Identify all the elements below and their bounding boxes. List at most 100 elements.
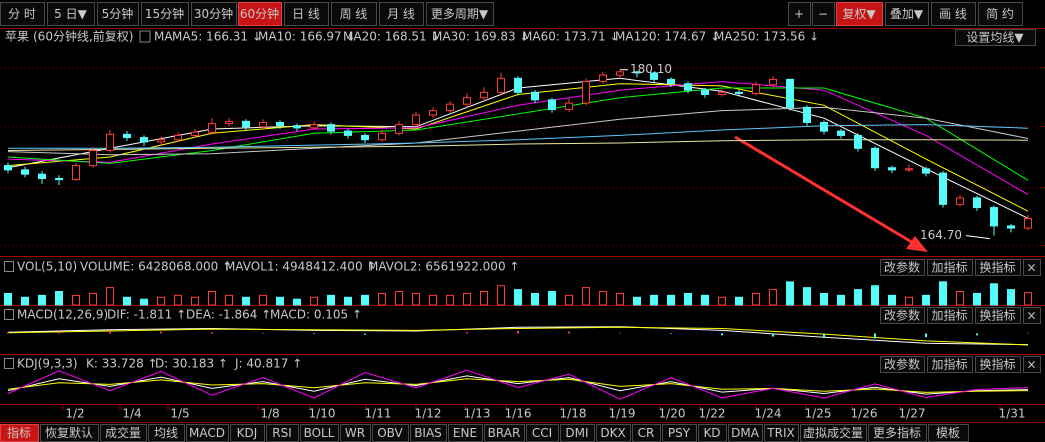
volume-bar	[701, 294, 709, 306]
volume-bar	[89, 292, 97, 306]
panel-toggle[interactable]	[4, 261, 14, 272]
candle-body	[1007, 225, 1015, 229]
volume-bar	[582, 287, 590, 306]
volume-bar	[72, 294, 80, 306]
ma-toggle[interactable]	[139, 30, 151, 43]
indicator-button[interactable]	[1023, 259, 1041, 276]
period-button-label: 分 时	[8, 7, 36, 21]
period-button[interactable]	[331, 2, 377, 26]
candle-body	[378, 132, 386, 141]
candle-body	[55, 178, 63, 181]
period-button[interactable]	[0, 2, 45, 26]
indicator-tab-label: KDJ	[237, 426, 258, 440]
tool-button[interactable]	[978, 2, 1023, 26]
volume-bar	[735, 296, 743, 306]
tool-button[interactable]	[885, 2, 929, 26]
candle-body	[38, 173, 46, 180]
date-label: 1/16	[505, 407, 532, 421]
moving-average-line	[7, 106, 1029, 156]
indicator-button[interactable]	[927, 356, 973, 373]
candle-body	[803, 106, 811, 123]
period-button[interactable]	[47, 2, 95, 26]
indicator-tab-label: 模板	[936, 426, 960, 440]
indicator-button[interactable]	[975, 307, 1021, 324]
panel-toggle[interactable]	[4, 358, 14, 369]
period-button-label: 日 线	[292, 7, 320, 21]
panel-toggle[interactable]	[4, 309, 14, 320]
candle-body	[735, 91, 743, 94]
volume-bar	[225, 294, 233, 306]
annotation-arrow	[734, 135, 928, 252]
annotation-label: 164.70	[920, 228, 962, 242]
indicator-tab-label: BIAS	[414, 426, 442, 440]
symbol: 苹果	[5, 30, 29, 44]
candle-body	[157, 139, 165, 143]
date-label: 1/12	[415, 407, 442, 421]
volume-bar	[871, 285, 879, 306]
tool-button[interactable]	[931, 2, 976, 26]
annotation-label: 180.10	[630, 62, 672, 76]
tool-button-label: +	[794, 7, 804, 21]
candle-body	[225, 120, 233, 125]
indicator-legend: DEA: -1.864 ↑	[186, 308, 271, 322]
volume-bar	[888, 294, 896, 306]
volume-bar	[191, 296, 199, 306]
period-button[interactable]	[97, 2, 139, 26]
volume-bar	[837, 294, 845, 306]
period-button[interactable]	[141, 2, 189, 26]
volume-bar	[769, 289, 777, 306]
volume-bar	[752, 292, 760, 306]
volume-bar	[786, 281, 794, 306]
indicator-button[interactable]	[927, 259, 973, 276]
volume-bar	[174, 294, 182, 306]
tool-button[interactable]	[788, 2, 811, 26]
tool-button[interactable]	[812, 2, 835, 26]
volume-bar	[412, 292, 420, 306]
volume-bar	[429, 294, 437, 306]
indicator-tab-label: MACD	[189, 426, 225, 440]
date-label: 1/18	[560, 407, 587, 421]
indicator-tab-label: 均线	[154, 426, 178, 440]
settings-button[interactable]	[955, 29, 1036, 46]
candle-body	[905, 168, 913, 171]
tool-button-label: 叠加▼	[890, 7, 924, 21]
indicator-button[interactable]	[880, 307, 925, 324]
tool-button-label: −	[818, 7, 828, 21]
indicator-button[interactable]	[975, 259, 1021, 276]
indicator-button-label: ×	[1026, 309, 1036, 323]
volume-bar	[259, 294, 267, 306]
candle-body	[599, 74, 607, 83]
indicator-legend: DIF: -1.811 ↑	[107, 308, 186, 322]
indicator-button[interactable]	[1023, 307, 1041, 324]
candle-body	[208, 123, 216, 133]
period-button[interactable]	[191, 2, 237, 26]
volume-bar	[208, 291, 216, 306]
indicator-button[interactable]	[880, 356, 925, 373]
period-button[interactable]	[379, 2, 424, 26]
volume-bar	[650, 294, 658, 306]
volume-bar	[480, 291, 488, 306]
indicator-tab-label: DMA	[731, 426, 760, 440]
tool-button[interactable]	[836, 2, 883, 26]
indicator-tab-label: 指标	[7, 425, 31, 440]
indicator-button-label: 加指标	[931, 260, 967, 275]
period-button[interactable]	[426, 2, 494, 26]
indicator-button[interactable]	[1023, 356, 1041, 373]
annotation-tick	[965, 235, 991, 240]
candle-body	[361, 134, 369, 141]
date-label: 1/20	[659, 407, 686, 421]
date-label: 1/10	[309, 407, 336, 421]
indicator-button[interactable]	[927, 307, 973, 324]
candle-body	[820, 121, 828, 132]
candle-body	[718, 91, 726, 95]
candle-body	[446, 103, 454, 112]
indicator-button[interactable]	[975, 356, 1021, 373]
period-button-label: 15分钟	[145, 6, 184, 21]
period-button[interactable]	[238, 2, 282, 26]
volume-bar	[4, 292, 12, 306]
period-button[interactable]	[284, 2, 329, 26]
volume-bar	[242, 296, 250, 306]
volume-bar	[990, 283, 998, 306]
indicator-button[interactable]	[880, 259, 925, 276]
ma-legend: MA60: 173.71 ↓	[522, 30, 620, 44]
